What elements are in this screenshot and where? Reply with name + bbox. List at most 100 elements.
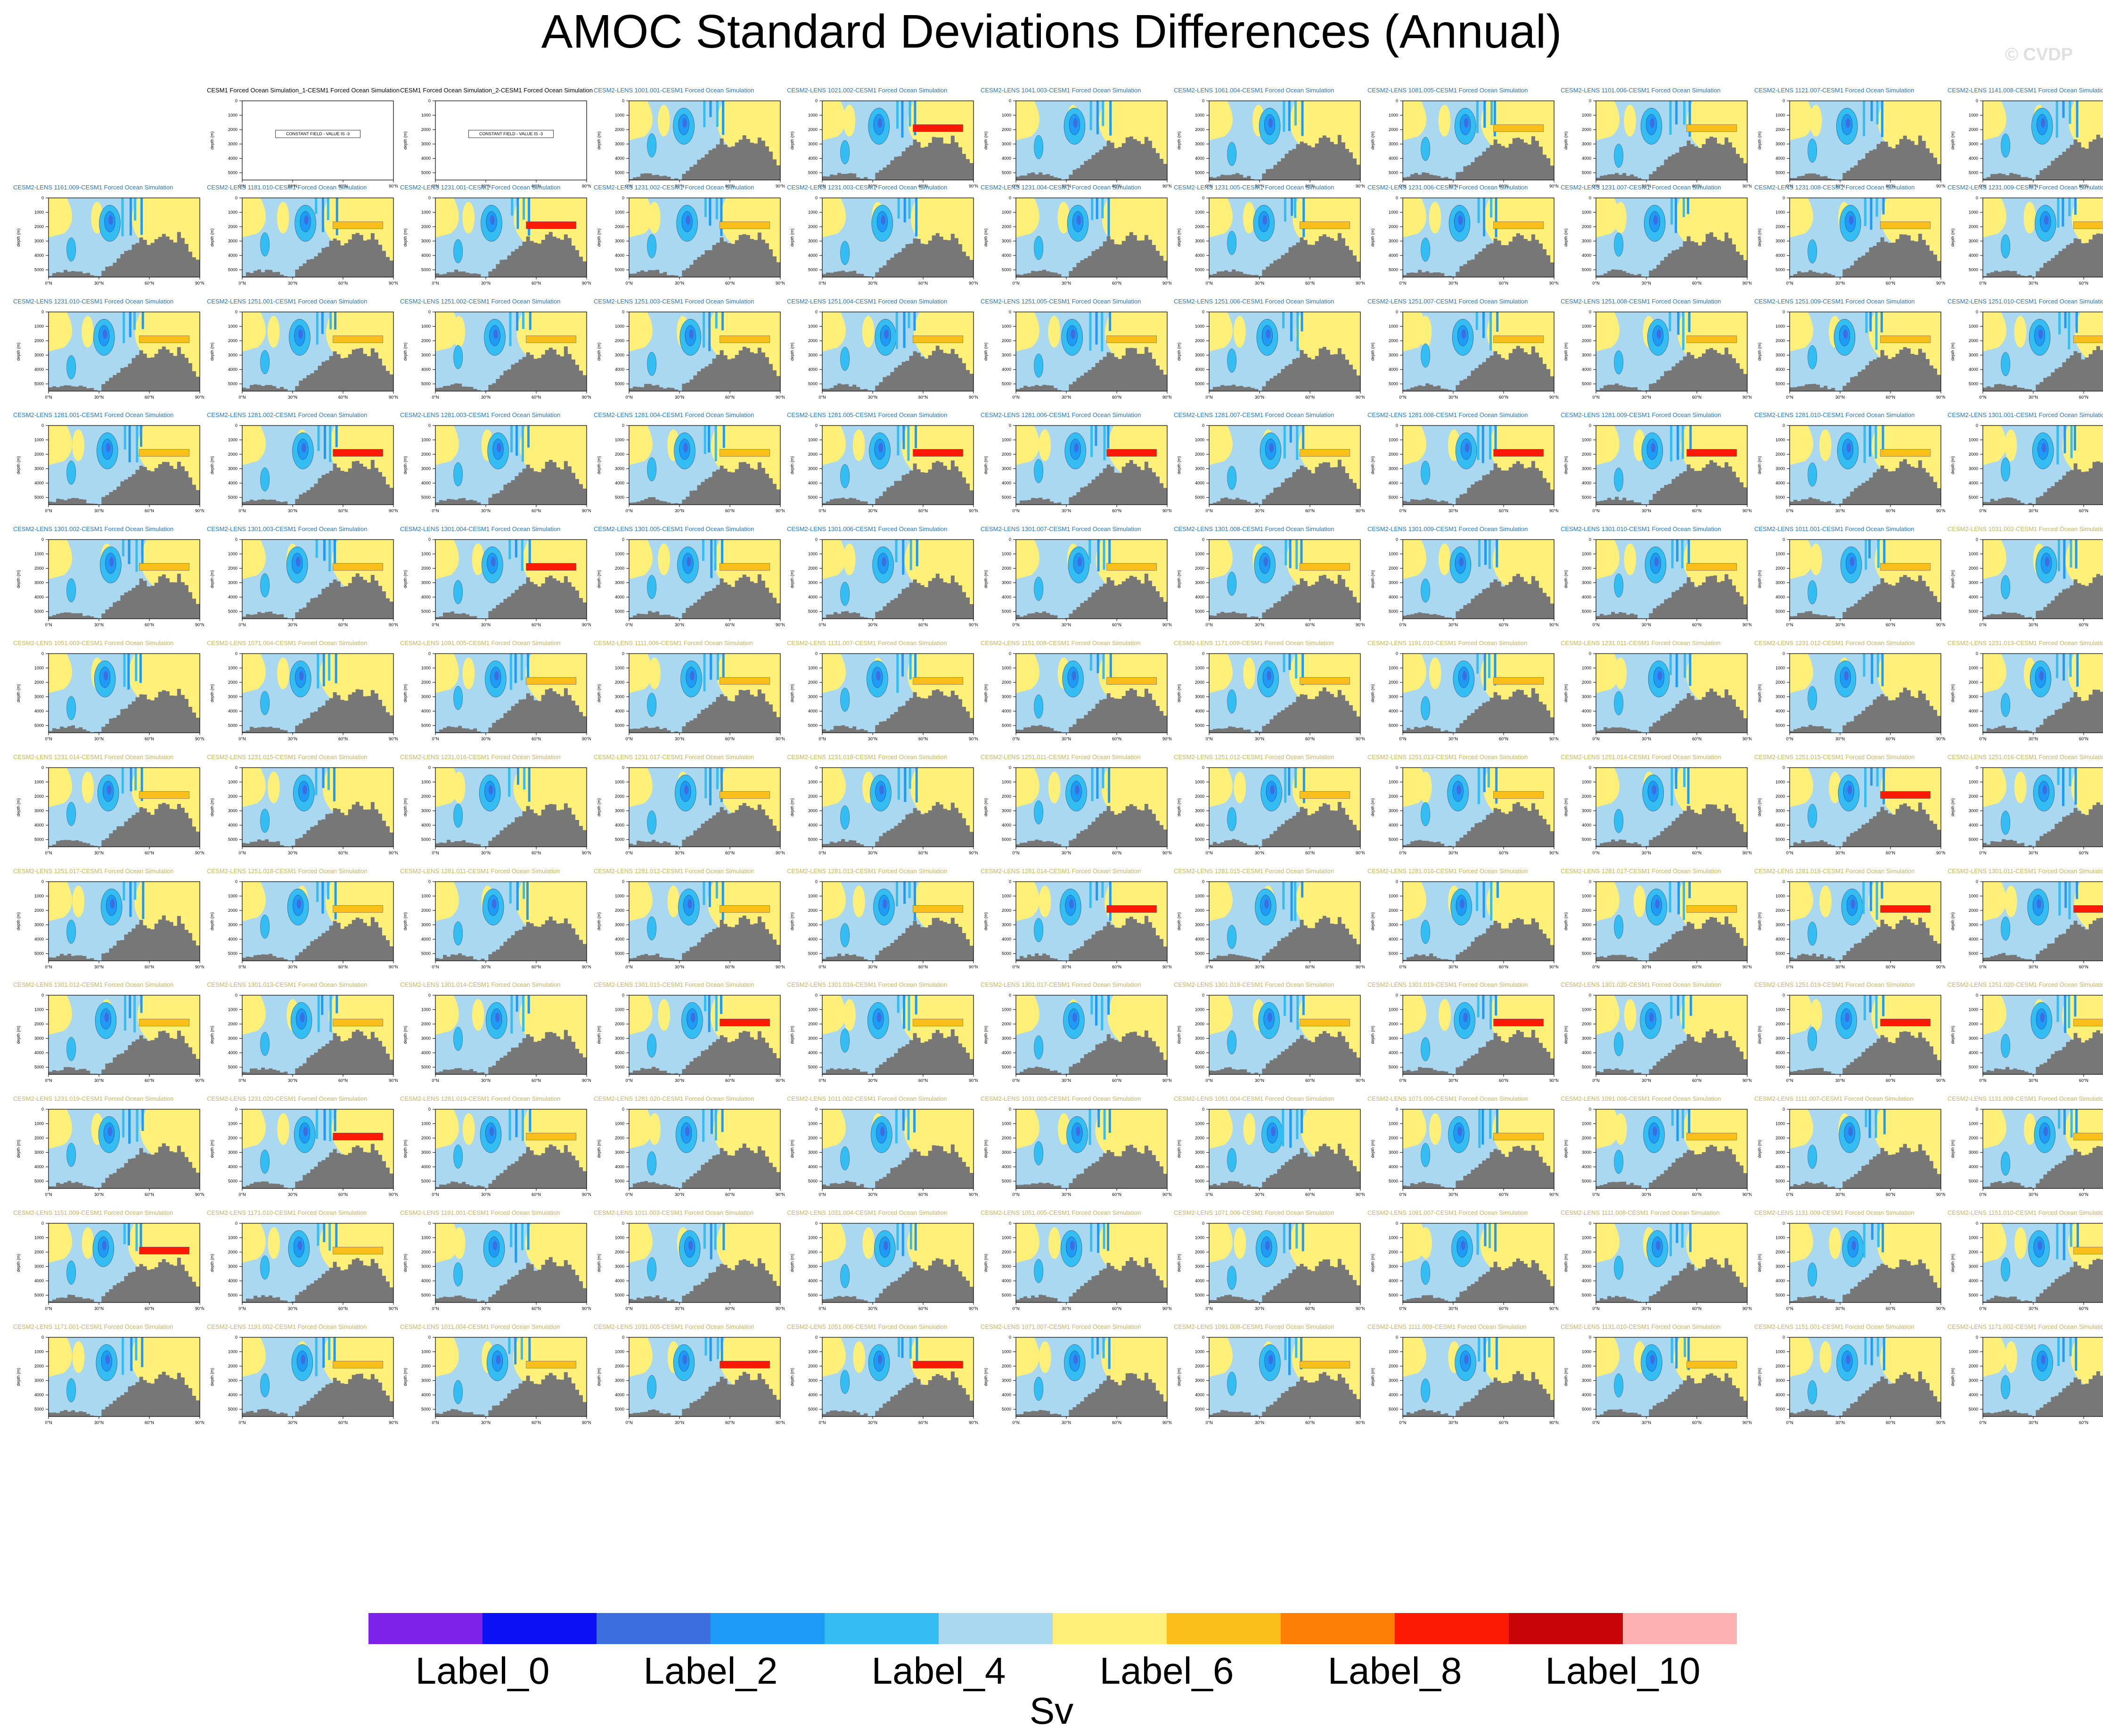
positive-region — [1403, 198, 1426, 237]
plot-frame — [1789, 100, 1941, 180]
bathymetry-mask — [629, 803, 780, 847]
x-tick-label: 0°N — [45, 1078, 52, 1083]
negative-streak — [1102, 768, 1105, 788]
y-tick-label: 3000 — [615, 239, 624, 244]
y-tick-label: 1000 — [34, 210, 44, 215]
x-tick-label: 0°N — [45, 851, 52, 855]
y-tick-label: 0 — [1589, 765, 1591, 770]
negative-streak — [522, 995, 525, 1032]
negative-core — [1034, 1376, 1043, 1401]
negative-streak — [509, 882, 512, 904]
negative-core — [1263, 557, 1268, 567]
y-tick-label: 5000 — [1389, 268, 1398, 272]
panel-128: CESM2-LENS 1111.009-CESM1 Forced Ocean S… — [1367, 1323, 1558, 1433]
negative-streak — [1478, 540, 1481, 567]
negative-streak — [511, 198, 514, 216]
y-tick-label: 1000 — [1195, 210, 1204, 215]
y-axis-label: depth (m) — [790, 798, 794, 817]
x-tick-label: 30°N — [1062, 395, 1071, 400]
negative-streak — [327, 198, 329, 221]
y-tick-label: 3000 — [615, 142, 624, 147]
positive-band — [1300, 221, 1350, 229]
x-tick-label: 60°N — [145, 1420, 154, 1425]
y-tick-label: 0 — [428, 765, 431, 770]
y-tick-label: 2000 — [1195, 908, 1204, 913]
x-tick-label: 60°N — [918, 1192, 928, 1197]
x-tick-label: 30°N — [1062, 737, 1071, 741]
y-tick-label: 2000 — [1195, 1136, 1204, 1140]
negative-core — [840, 1370, 850, 1394]
y-tick-label: 5000 — [615, 951, 624, 956]
y-tick-label: 5000 — [421, 609, 431, 614]
y-axis-label: depth (m) — [790, 684, 794, 703]
x-tick-label: 30°N — [1642, 395, 1651, 400]
negative-streak — [1682, 882, 1685, 920]
y-tick-label: 5000 — [1969, 171, 1978, 175]
y-tick-label: 1000 — [34, 324, 44, 329]
x-tick-label: 90°N — [969, 1306, 978, 1311]
bathymetry-mask — [1403, 346, 1554, 391]
positive-region — [822, 882, 846, 921]
negative-streak — [1495, 198, 1497, 237]
x-tick-label: 60°N — [918, 622, 928, 627]
negative-streak — [321, 995, 324, 1015]
negative-core — [1614, 350, 1623, 375]
negative-streak — [1295, 540, 1298, 569]
y-axis-label: depth (m) — [16, 912, 21, 931]
positive-region — [1209, 198, 1233, 237]
y-axis-label: depth (m) — [1370, 1140, 1375, 1158]
negative-streak — [1091, 198, 1094, 220]
negative-streak — [1875, 995, 1878, 1029]
panel-title: CESM1 Forced Ocean Simulation_1-CESM1 Fo… — [207, 87, 400, 94]
plot-frame — [629, 881, 781, 961]
negative-core — [2001, 234, 2010, 259]
x-tick-label: 90°N — [1743, 281, 1751, 286]
y-tick-label: 4000 — [1582, 367, 1591, 372]
y-tick-label: 3000 — [1195, 581, 1204, 585]
x-tick-label: 30°N — [675, 737, 684, 741]
negative-streak — [914, 1223, 917, 1251]
positive-region — [843, 543, 856, 575]
negative-core — [1850, 899, 1856, 909]
y-axis-label: depth (m) — [1177, 456, 1181, 475]
negative-streak — [142, 882, 145, 919]
positive-region — [435, 995, 459, 1035]
y-tick-label: 3000 — [421, 142, 431, 147]
y-tick-label: 5000 — [1582, 951, 1591, 956]
y-tick-label: 3000 — [228, 695, 237, 699]
positive-region — [242, 995, 266, 1035]
y-axis-label: depth (m) — [1950, 684, 1955, 703]
panel-41: CESM2-LENS 1281.009-CESM1 Forced Ocean S… — [1561, 411, 1751, 521]
y-axis-label: depth (m) — [16, 1254, 21, 1272]
negative-streak — [1494, 426, 1497, 450]
negative-streak — [1880, 312, 1883, 333]
negative-core — [1459, 557, 1464, 567]
y-tick-label: 4000 — [615, 1050, 624, 1055]
y-tick-label: 0 — [622, 765, 624, 770]
negative-streak — [1489, 1109, 1492, 1139]
x-tick-label: 90°N — [582, 395, 591, 400]
y-tick-label: 0 — [428, 537, 431, 542]
y-tick-label: 1000 — [1969, 552, 1978, 557]
negative-streak — [1300, 1337, 1303, 1369]
y-tick-label: 4000 — [34, 709, 44, 713]
y-tick-label: 5000 — [1969, 1179, 1978, 1184]
negative-streak — [327, 768, 330, 790]
y-tick-label: 1000 — [421, 113, 431, 118]
y-tick-label: 4000 — [1195, 367, 1204, 372]
positive-region — [1624, 999, 1637, 1031]
y-tick-label: 1000 — [228, 438, 237, 442]
negative-streak — [1689, 1223, 1692, 1252]
y-axis-label: depth (m) — [403, 570, 408, 589]
positive-region — [1016, 198, 1039, 237]
y-tick-label: 3000 — [1002, 1036, 1011, 1041]
y-tick-label: 0 — [41, 1107, 44, 1112]
negative-streak — [140, 768, 143, 801]
negative-core — [1227, 1148, 1236, 1172]
negative-core — [489, 1126, 494, 1137]
y-tick-label: 4000 — [1389, 595, 1398, 599]
negative-streak — [1289, 426, 1292, 443]
